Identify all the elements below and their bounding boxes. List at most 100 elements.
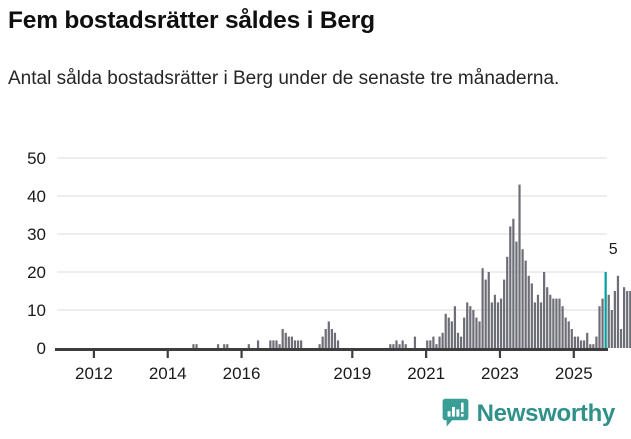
bar: [509, 226, 512, 348]
bar: [466, 302, 469, 348]
bar: [561, 306, 564, 348]
newsworthy-logo-text: Newsworthy: [476, 399, 616, 427]
bar-chart-speech-bubble-icon: [442, 398, 469, 427]
bar: [579, 340, 583, 348]
y-axis-tick-label: 0: [37, 339, 46, 358]
bar: [610, 310, 613, 348]
chart-container: 0 10 20 30 40 50 5 2012 2014 2016 2019 2021 2023 2025: [0, 140, 631, 385]
bar: [536, 294, 540, 348]
bar: [336, 340, 340, 348]
bar: [296, 340, 300, 348]
bar: [463, 317, 466, 348]
bar: [287, 336, 290, 348]
bar: [629, 291, 631, 348]
bar: [555, 298, 558, 348]
bar: [438, 336, 441, 348]
y-axis-tick-label: 50: [27, 149, 46, 168]
bar: [447, 317, 450, 348]
bar: [521, 249, 524, 348]
bar: [469, 306, 472, 348]
bar: [493, 294, 497, 348]
y-axis-tick-label: 30: [27, 225, 46, 244]
bar: [595, 336, 598, 348]
x-axis-tick-label: 2023: [481, 364, 519, 383]
bar: [616, 275, 620, 348]
bar: [216, 344, 220, 348]
bar: [549, 294, 552, 348]
bar: [278, 344, 281, 348]
bar: [432, 336, 435, 348]
bar: [290, 336, 293, 348]
bar: [256, 340, 260, 348]
bar: [619, 329, 623, 348]
bar: [333, 332, 337, 348]
bar: [622, 287, 626, 348]
bar: [478, 321, 481, 348]
bar: [444, 313, 447, 348]
bar: [475, 317, 478, 348]
y-axis-tick-label: 10: [27, 301, 46, 320]
bar: [389, 344, 392, 348]
bar: [527, 275, 530, 348]
y-axis-tick-label: 40: [27, 187, 46, 206]
bar: [429, 340, 432, 348]
bar: [392, 344, 395, 348]
bar: [327, 321, 330, 348]
bar: [481, 268, 484, 348]
bar-chart: 0 10 20 30 40 50 5 2012 2014 2016 2019 2021 2023 2025: [27, 149, 631, 383]
bar: [435, 344, 438, 348]
bar: [546, 287, 549, 348]
bar: [515, 241, 518, 348]
bar-highlighted: [604, 272, 607, 348]
bar: [539, 302, 543, 348]
bar: [272, 340, 275, 348]
bar: [490, 302, 493, 348]
bar: [576, 336, 580, 348]
page-title: Fem bostadsrätter såldes i Berg: [8, 7, 375, 34]
x-axis-tick-label: 2021: [407, 364, 445, 383]
bar: [558, 298, 561, 348]
bar: [506, 256, 509, 348]
bar: [293, 340, 297, 348]
bar: [573, 336, 576, 348]
bar: [284, 332, 287, 348]
bar: [607, 294, 610, 348]
bar: [530, 283, 533, 348]
bar: [592, 344, 595, 348]
bar: [626, 291, 629, 348]
bar: [524, 260, 527, 348]
x-axis-tick-label: 2016: [223, 364, 261, 383]
last-value-label: 5: [609, 241, 618, 258]
x-axis-tick-label: 2014: [149, 364, 187, 383]
bar: [226, 344, 229, 348]
bar: [441, 332, 444, 348]
bar: [552, 298, 555, 348]
bar: [472, 310, 475, 348]
bar: [281, 329, 284, 348]
bar: [583, 340, 586, 348]
x-axis-tick-label: 2012: [75, 364, 113, 383]
bar: [453, 306, 457, 348]
bar: [589, 344, 592, 348]
bar: [503, 279, 506, 348]
bar: [586, 332, 589, 348]
bar: [275, 340, 278, 348]
bar: [300, 340, 303, 348]
bar: [459, 336, 463, 348]
chart-footer: Newsworthy: [0, 392, 631, 439]
bar: [324, 329, 327, 348]
bar: [321, 336, 324, 348]
bar: [496, 302, 500, 348]
bar: [564, 317, 567, 348]
bar: [330, 329, 333, 348]
y-axis-tick-label: 20: [27, 263, 46, 282]
bar: [456, 332, 460, 348]
x-axis-tick-label: 2019: [333, 364, 371, 383]
bar: [195, 344, 198, 348]
bar: [395, 340, 398, 348]
newsworthy-logo[interactable]: Newsworthy: [442, 398, 615, 428]
x-axis-tick-label: 2025: [555, 364, 593, 383]
bar: [404, 344, 407, 348]
bar: [450, 321, 453, 348]
bar: [543, 272, 546, 348]
